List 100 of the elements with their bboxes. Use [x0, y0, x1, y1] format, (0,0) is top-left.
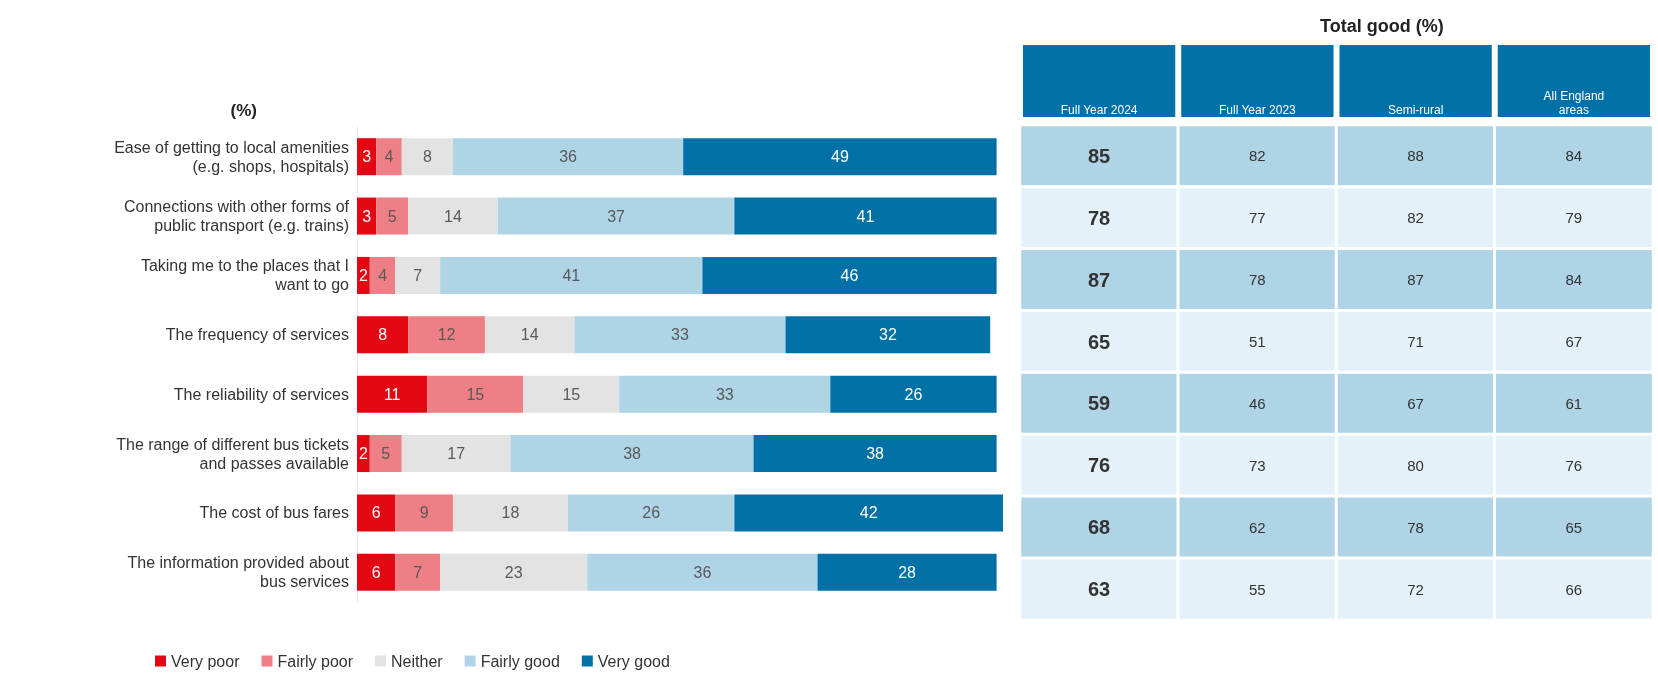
- chart-title: Total good (%): [1320, 16, 1444, 36]
- data-label: 62: [1249, 518, 1266, 536]
- data-label: 8: [378, 326, 388, 344]
- data-label: 26: [904, 385, 923, 403]
- bar: [357, 138, 377, 176]
- data-label: 15: [466, 385, 485, 403]
- bar: [683, 138, 997, 176]
- data-label: 82: [1249, 147, 1266, 165]
- data-label: 14: [444, 207, 462, 225]
- bar: [440, 553, 588, 591]
- bar: [702, 256, 997, 294]
- bar: [357, 553, 396, 591]
- data-label: 6: [371, 504, 381, 522]
- data-label: 71: [1407, 333, 1424, 351]
- data-label: 67: [1565, 333, 1583, 351]
- data-label: 78: [1249, 271, 1266, 289]
- legend-label: Very good: [597, 652, 670, 670]
- data-label: 78: [1088, 206, 1111, 229]
- data-label: 15: [562, 385, 581, 403]
- data-label: 5: [381, 445, 391, 463]
- data-label: 17: [447, 445, 466, 463]
- data-label: 76: [1088, 454, 1111, 477]
- bar: [497, 197, 735, 235]
- bar: [568, 494, 735, 532]
- data-label: 72: [1407, 580, 1424, 598]
- data-label: 65: [1088, 330, 1111, 353]
- data-label: 51: [1249, 333, 1266, 351]
- data-label: 77: [1249, 209, 1266, 227]
- data-label: 61: [1565, 394, 1583, 412]
- data-label: 78: [1407, 518, 1424, 536]
- bar: [452, 494, 569, 532]
- data-label: 7: [413, 266, 423, 284]
- bar: [523, 375, 620, 413]
- data-label: 26: [642, 504, 661, 522]
- data-label: 2: [358, 266, 368, 284]
- bar: [785, 316, 991, 354]
- bar: [587, 553, 818, 591]
- y-tick-label: Taking me to the places that I want to go: [140, 257, 350, 294]
- data-label: 5: [387, 207, 397, 225]
- bar: [395, 256, 441, 294]
- bar: [427, 375, 524, 413]
- bar: [369, 256, 396, 294]
- data-label: 41: [856, 207, 875, 225]
- data-label: 9: [419, 504, 429, 522]
- bar: [484, 316, 575, 354]
- bar: [753, 435, 997, 473]
- bar: [817, 553, 997, 591]
- data-label: 3: [362, 207, 372, 225]
- data-label: 28: [898, 563, 917, 581]
- data-label: 46: [840, 266, 859, 284]
- data-label: 38: [866, 445, 885, 463]
- data-label: 37: [607, 207, 626, 225]
- data-label: 85: [1088, 144, 1111, 167]
- data-label: 87: [1407, 271, 1424, 289]
- legend-label: Fairly good: [480, 652, 560, 670]
- data-label: 18: [501, 504, 520, 522]
- data-label: 36: [693, 563, 712, 581]
- data-label: 59: [1088, 392, 1111, 415]
- bar: [369, 435, 402, 473]
- data-label: 4: [378, 266, 388, 284]
- data-label: 36: [559, 148, 578, 166]
- bar: [357, 197, 377, 235]
- y-tick-label: The cost of bus fares: [199, 504, 349, 522]
- legend-label: Neither: [391, 652, 444, 670]
- y-tick-label: The information provided about bus services: [127, 554, 350, 591]
- data-label: 49: [831, 148, 849, 166]
- data-label: 87: [1088, 268, 1111, 291]
- data-label: 33: [715, 385, 734, 403]
- legend-label: Very poor: [171, 652, 241, 670]
- bar: [510, 435, 754, 473]
- data-label: 14: [520, 326, 539, 344]
- bar: [619, 375, 831, 413]
- data-label: 80: [1407, 456, 1424, 474]
- data-label: 88: [1407, 147, 1424, 165]
- bar: [452, 138, 684, 176]
- bar: [357, 375, 428, 413]
- data-label: 7: [413, 563, 423, 581]
- data-label: 11: [383, 385, 401, 403]
- data-label: 38: [623, 445, 642, 463]
- bar: [401, 435, 511, 473]
- data-label: 67: [1407, 394, 1424, 412]
- data-label: 76: [1565, 456, 1583, 474]
- data-label: 46: [1249, 394, 1266, 412]
- data-label: 65: [1565, 518, 1583, 536]
- y-tick-label: The frequency of services: [165, 326, 349, 344]
- data-label: 41: [562, 266, 581, 284]
- data-label: 84: [1565, 271, 1583, 289]
- x-tick-label: Full Year 2024: [1060, 103, 1138, 117]
- data-label: 66: [1565, 580, 1583, 598]
- data-label: 3: [362, 148, 372, 166]
- bar: [830, 375, 997, 413]
- bar: [734, 494, 1003, 532]
- x-tick-label: Full Year 2023: [1219, 103, 1297, 117]
- data-label: 79: [1565, 209, 1583, 227]
- data-label: 55: [1249, 580, 1266, 598]
- y-axis-title: (%): [230, 101, 257, 120]
- data-label: 63: [1088, 578, 1111, 601]
- y-tick-label: Connections with other forms of public transport (e.g. trains): [124, 198, 350, 235]
- x-tick-label: All England areas: [1543, 89, 1605, 117]
- data-label: 33: [671, 326, 689, 344]
